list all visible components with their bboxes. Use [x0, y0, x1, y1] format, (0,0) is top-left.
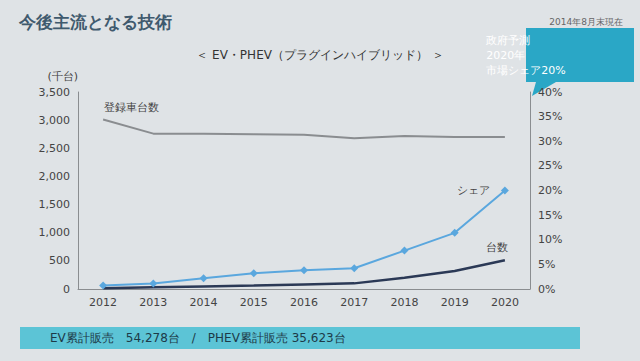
svg-text:市場シェア20%: 市場シェア20% [486, 64, 565, 77]
svg-text:1,000: 1,000 [39, 226, 71, 239]
svg-text:0%: 0% [538, 283, 555, 296]
svg-text:2020: 2020 [491, 296, 519, 309]
svg-text:政府予測: 政府予測 [486, 34, 530, 47]
svg-text:＜ EV・PHEV（プラグインハイブリッド） ＞: ＜ EV・PHEV（プラグインハイブリッド） ＞ [196, 48, 443, 62]
svg-text:2016: 2016 [290, 296, 318, 309]
svg-text:0: 0 [63, 283, 70, 296]
svg-text:2,000: 2,000 [39, 170, 71, 183]
svg-text:500: 500 [49, 254, 70, 267]
svg-text:シェア: シェア [457, 184, 490, 197]
svg-text:2014年8月末現在: 2014年8月末現在 [549, 17, 623, 27]
svg-text:20%: 20% [538, 184, 562, 197]
svg-text:15%: 15% [538, 209, 562, 222]
svg-text:10%: 10% [538, 233, 562, 246]
svg-text:1,500: 1,500 [39, 198, 71, 211]
svg-text:2018: 2018 [390, 296, 418, 309]
svg-text:今後主流となる技術: 今後主流となる技術 [18, 12, 172, 32]
svg-text:25%: 25% [538, 159, 562, 172]
svg-text:2,500: 2,500 [39, 142, 71, 155]
svg-text:2013: 2013 [139, 296, 167, 309]
svg-text:3,500: 3,500 [39, 86, 71, 99]
svg-text:5%: 5% [538, 258, 555, 271]
svg-text:2020年: 2020年 [486, 49, 525, 62]
svg-text:2015: 2015 [240, 296, 268, 309]
svg-text:3,000: 3,000 [39, 114, 71, 127]
svg-text:2017: 2017 [340, 296, 368, 309]
svg-text:登録車台数: 登録車台数 [104, 101, 159, 114]
svg-text:(千台): (千台) [47, 70, 78, 83]
svg-text:30%: 30% [538, 135, 562, 148]
svg-text:2014: 2014 [190, 296, 218, 309]
svg-text:2019: 2019 [441, 296, 469, 309]
svg-text:35%: 35% [538, 110, 562, 123]
svg-text:台数: 台数 [486, 241, 508, 254]
svg-text:40%: 40% [538, 86, 562, 99]
svg-text:EV累計販売 54,278台 / PHEV累計販売 35,6: EV累計販売 54,278台 / PHEV累計販売 35,623台 [50, 331, 346, 345]
svg-text:2012: 2012 [89, 296, 117, 309]
